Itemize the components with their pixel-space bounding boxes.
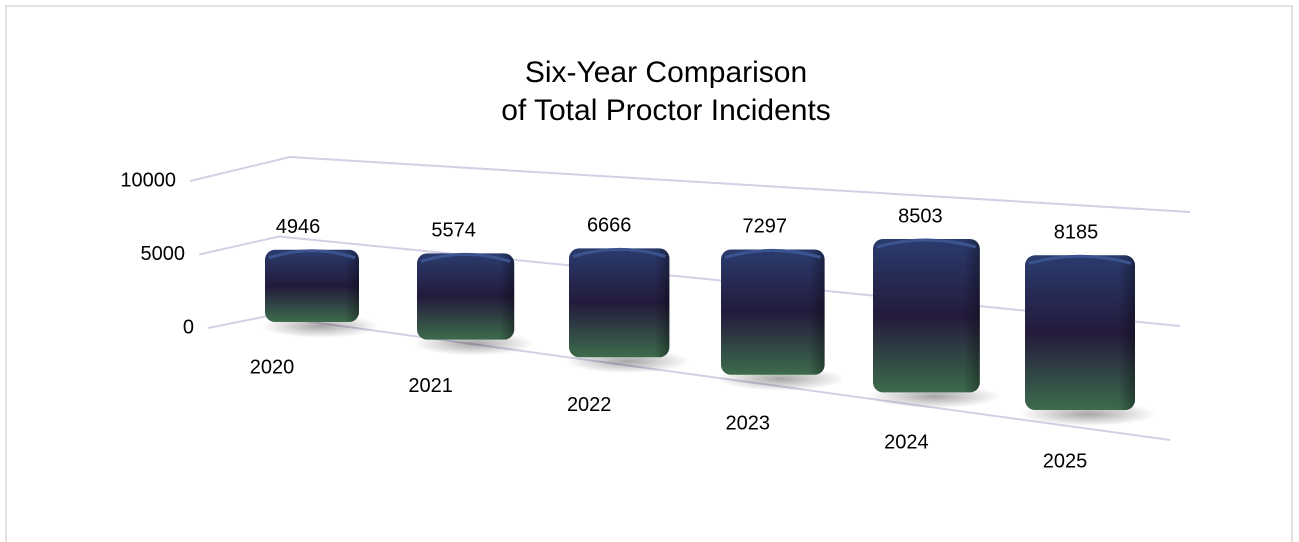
chart-title: Six-Year Comparison bbox=[525, 56, 807, 89]
x-tick-label: 2021 bbox=[408, 375, 453, 397]
data-label: 8185 bbox=[1054, 222, 1099, 244]
data-label: 7297 bbox=[743, 216, 788, 238]
bar-side-shade bbox=[265, 249, 359, 322]
bar-side-shade bbox=[873, 239, 980, 393]
bar-top bbox=[268, 249, 356, 260]
x-tick-label: 2024 bbox=[884, 431, 929, 453]
bar-top bbox=[420, 252, 511, 263]
y-tick-label: 10000 bbox=[120, 169, 176, 191]
x-tick-label: 2020 bbox=[250, 356, 295, 378]
grid-line bbox=[189, 155, 1191, 213]
data-label: 8503 bbox=[898, 205, 943, 227]
bar-top bbox=[1028, 254, 1132, 265]
data-label: 4946 bbox=[276, 216, 321, 238]
y-tick-label: 5000 bbox=[141, 243, 186, 265]
x-tick-label: 2025 bbox=[1043, 450, 1088, 472]
bar-side-shade bbox=[569, 248, 670, 358]
y-tick-label: 0 bbox=[183, 316, 194, 338]
chart-title: of Total Proctor Incidents bbox=[501, 94, 831, 127]
bar-side-shade bbox=[721, 249, 825, 375]
bar-side-shade bbox=[417, 253, 515, 340]
bar-top bbox=[876, 238, 977, 249]
bar-top bbox=[724, 248, 822, 259]
x-tick-label: 2023 bbox=[726, 413, 771, 435]
bar-top bbox=[572, 247, 666, 258]
x-tick-label: 2022 bbox=[567, 394, 612, 416]
bar-side-shade bbox=[1025, 255, 1135, 410]
data-label: 6666 bbox=[587, 215, 632, 237]
data-label: 5574 bbox=[431, 220, 476, 242]
